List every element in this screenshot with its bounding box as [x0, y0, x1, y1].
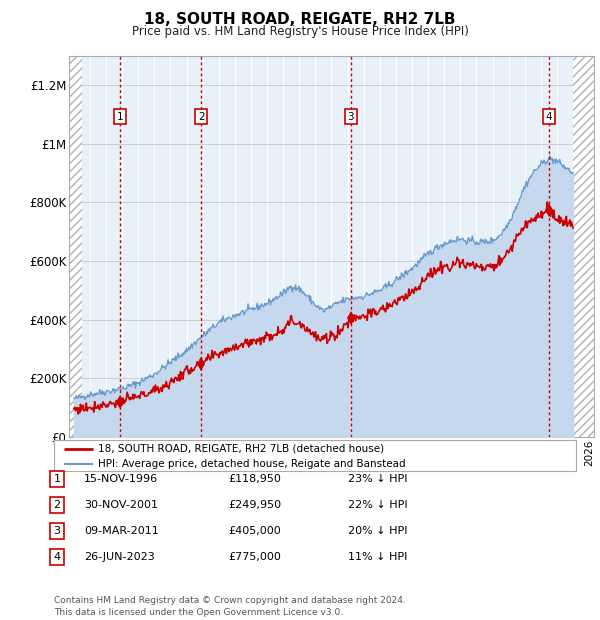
Text: 11% ↓ HPI: 11% ↓ HPI: [348, 552, 407, 562]
Text: 2: 2: [53, 500, 61, 510]
Text: 4: 4: [53, 552, 61, 562]
Text: 23% ↓ HPI: 23% ↓ HPI: [348, 474, 407, 484]
Text: 3: 3: [53, 526, 61, 536]
Text: Price paid vs. HM Land Registry's House Price Index (HPI): Price paid vs. HM Land Registry's House …: [131, 25, 469, 38]
Text: 2: 2: [198, 112, 205, 122]
Text: 3: 3: [347, 112, 354, 122]
Text: 1: 1: [53, 474, 61, 484]
Text: 4: 4: [545, 112, 552, 122]
Text: 18, SOUTH ROAD, REIGATE, RH2 7LB (detached house): 18, SOUTH ROAD, REIGATE, RH2 7LB (detach…: [98, 444, 385, 454]
Text: 18, SOUTH ROAD, REIGATE, RH2 7LB: 18, SOUTH ROAD, REIGATE, RH2 7LB: [144, 12, 456, 27]
Text: £249,950: £249,950: [228, 500, 281, 510]
Text: HPI: Average price, detached house, Reigate and Banstead: HPI: Average price, detached house, Reig…: [98, 459, 406, 469]
Text: 22% ↓ HPI: 22% ↓ HPI: [348, 500, 407, 510]
Text: 09-MAR-2011: 09-MAR-2011: [84, 526, 159, 536]
Text: 20% ↓ HPI: 20% ↓ HPI: [348, 526, 407, 536]
Text: 26-JUN-2023: 26-JUN-2023: [84, 552, 155, 562]
Bar: [69, 56, 82, 437]
Text: 1: 1: [117, 112, 124, 122]
Text: Contains HM Land Registry data © Crown copyright and database right 2024.
This d: Contains HM Land Registry data © Crown c…: [54, 596, 406, 617]
Text: £118,950: £118,950: [228, 474, 281, 484]
Text: 30-NOV-2001: 30-NOV-2001: [84, 500, 158, 510]
Text: £775,000: £775,000: [228, 552, 281, 562]
Bar: [573, 56, 594, 437]
Text: £405,000: £405,000: [228, 526, 281, 536]
Text: 15-NOV-1996: 15-NOV-1996: [84, 474, 158, 484]
